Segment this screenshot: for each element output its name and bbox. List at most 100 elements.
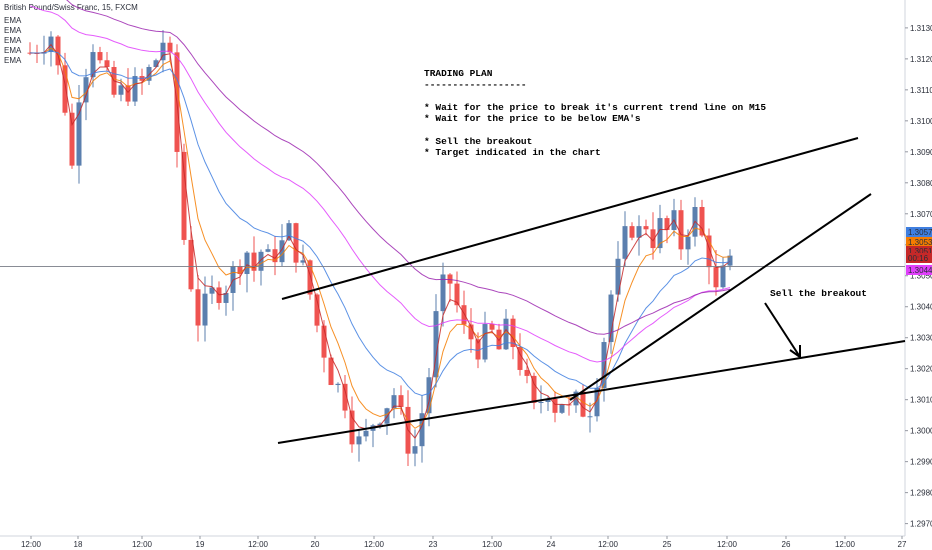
price-tick-label: 1.30300 xyxy=(910,334,932,343)
candle-body xyxy=(580,391,586,417)
price-tick-label: 1.29700 xyxy=(910,520,932,529)
candle-body xyxy=(293,223,299,263)
legend-item: EMA xyxy=(4,26,22,35)
candle-body xyxy=(601,342,607,389)
candles-group xyxy=(27,30,733,467)
candle-body xyxy=(678,210,684,250)
price-label-text: 00:16 xyxy=(908,254,929,263)
price-tick-label: 1.31100 xyxy=(910,86,932,95)
ema-line xyxy=(29,50,731,397)
candle-body xyxy=(223,292,229,303)
candle-body xyxy=(69,112,75,166)
candle-body xyxy=(503,318,509,350)
candle-body xyxy=(657,218,663,249)
price-label-badge xyxy=(906,227,932,237)
time-tick-label: 27 xyxy=(898,540,907,549)
candle-body xyxy=(538,401,544,403)
candle-body xyxy=(713,267,719,288)
price-tick-label: 1.30700 xyxy=(910,210,932,219)
time-tick-label: 19 xyxy=(196,540,205,549)
candle-body xyxy=(146,66,152,81)
candle-body xyxy=(594,388,600,417)
candle-body xyxy=(391,395,397,409)
candle-body xyxy=(300,260,306,263)
candle-body xyxy=(167,42,173,53)
candle-body xyxy=(321,325,327,358)
candle-body xyxy=(622,226,628,259)
time-tick-label: 12:00 xyxy=(598,540,619,549)
candle-body xyxy=(643,226,649,230)
chart-title: British Pound/Swiss Franc, 15, FXCM xyxy=(4,3,138,12)
price-tick-label: 1.29900 xyxy=(910,458,932,467)
time-tick-label: 12:00 xyxy=(482,540,503,549)
candle-body xyxy=(118,85,124,95)
candle-body xyxy=(545,398,551,402)
candle-body xyxy=(195,289,201,326)
time-tick-label: 20 xyxy=(311,540,320,549)
candle-body xyxy=(125,85,131,102)
candle-body xyxy=(440,274,446,312)
candle-body xyxy=(286,223,292,241)
candle-body xyxy=(83,77,89,103)
time-tick-label: 25 xyxy=(663,540,672,549)
ema-line xyxy=(29,47,731,429)
candle-body xyxy=(314,294,320,326)
candle-body xyxy=(258,251,264,271)
ema-line xyxy=(66,0,731,335)
candle-body xyxy=(181,151,187,240)
price-tick-label: 1.29800 xyxy=(910,489,932,498)
time-tick-label: 12:00 xyxy=(21,540,42,549)
time-tick-label: 24 xyxy=(547,540,556,549)
candle-body xyxy=(202,293,208,326)
time-tick-label: 12:00 xyxy=(717,540,738,549)
candle-body xyxy=(664,218,670,230)
candle-body xyxy=(209,287,215,294)
candle-body xyxy=(727,255,733,266)
time-tick-label: 12:00 xyxy=(248,540,269,549)
candle-body xyxy=(419,413,425,447)
price-label-badge xyxy=(906,237,932,247)
candle-body xyxy=(461,305,467,325)
price-label-text: 1.30570 xyxy=(908,228,932,237)
target-arrow-head xyxy=(789,345,801,358)
candle-body xyxy=(132,76,138,102)
price-label-text: 1.30449 xyxy=(908,266,932,275)
time-tick-label: 18 xyxy=(74,540,83,549)
trading-plan-line: * Sell the breakout xyxy=(424,136,532,147)
candle-body xyxy=(454,283,460,306)
time-tick-label: 12:00 xyxy=(835,540,856,549)
candle-body xyxy=(188,239,194,290)
trading-plan-line: TRADING PLAN xyxy=(424,68,493,79)
trading-plan-line: * Wait for the price to be below EMA's xyxy=(424,113,641,124)
price-label-text: 1.30530 xyxy=(908,238,932,247)
candle-body xyxy=(237,266,243,275)
trading-plan-line: * Target indicated in the chart xyxy=(424,147,601,158)
price-label-badge xyxy=(906,265,932,275)
candle-body xyxy=(475,339,481,360)
candle-body xyxy=(272,249,278,263)
price-tick-label: 1.30200 xyxy=(910,365,932,374)
price-label-badge xyxy=(906,246,932,256)
candle-body xyxy=(496,329,502,350)
price-tick-label: 1.30500 xyxy=(910,272,932,281)
trend-line xyxy=(281,137,859,300)
candle-body xyxy=(629,226,635,238)
candle-body xyxy=(524,369,530,376)
candle-body xyxy=(636,226,642,238)
price-tick-label: 1.30400 xyxy=(910,303,932,312)
candle-body xyxy=(97,52,103,61)
candle-body xyxy=(307,260,313,295)
ema-line xyxy=(29,5,731,363)
candle-body xyxy=(153,60,159,67)
price-label-badge xyxy=(906,253,932,263)
time-tick-label: 23 xyxy=(429,540,438,549)
candle-body xyxy=(531,375,537,403)
candle-body xyxy=(699,206,705,236)
candle-body xyxy=(426,377,432,414)
candle-body xyxy=(377,423,383,426)
candle-body xyxy=(55,36,61,66)
candle-body xyxy=(251,252,257,271)
candle-body xyxy=(517,347,523,370)
